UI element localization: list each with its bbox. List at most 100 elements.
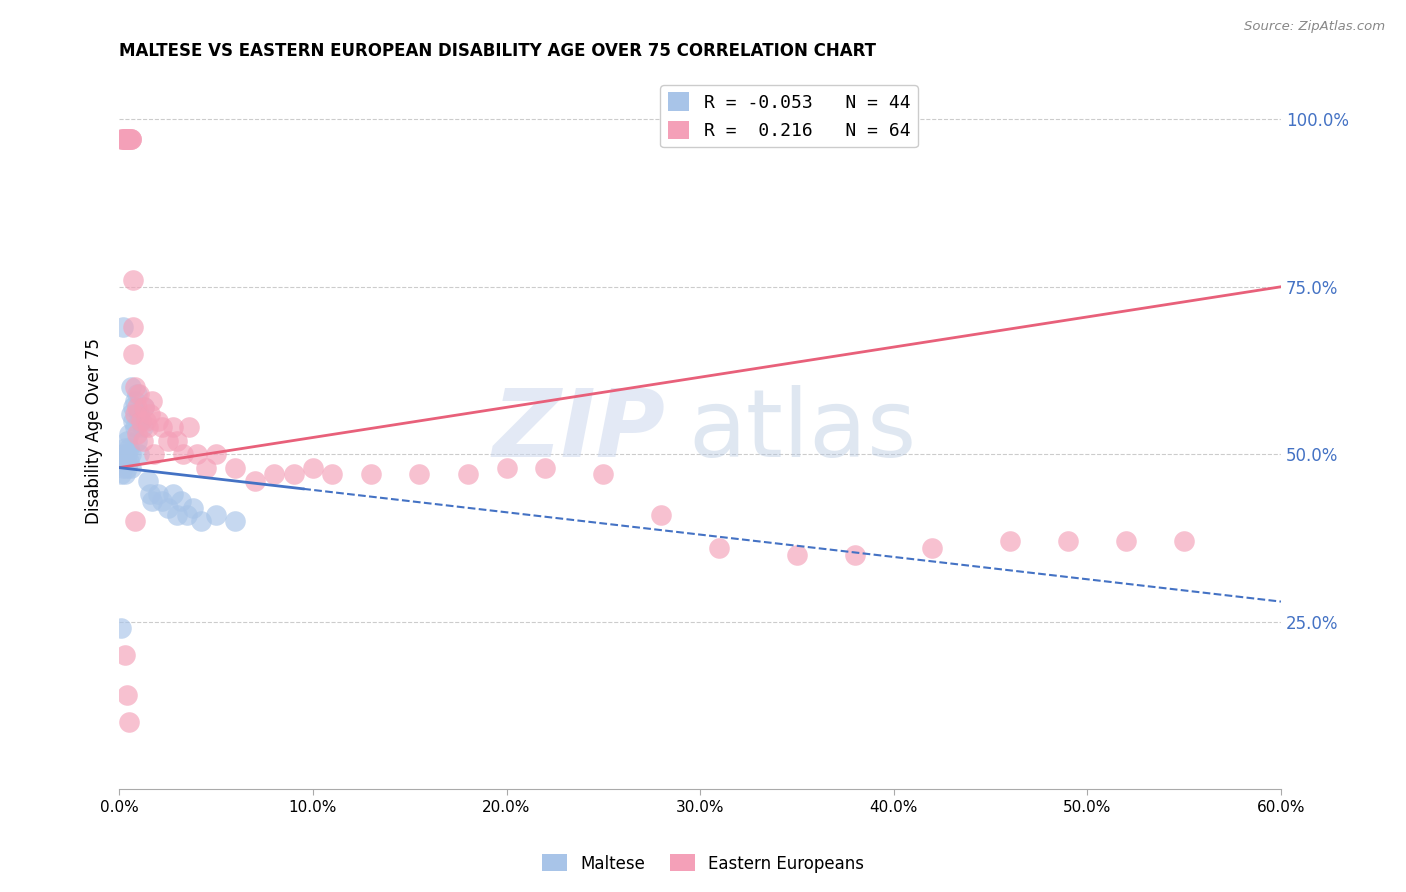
Point	[128, 447, 150, 461]
Point	[118, 715, 141, 730]
Point	[112, 320, 135, 334]
Point	[177, 420, 200, 434]
Point	[115, 132, 138, 146]
Point	[139, 487, 162, 501]
Point	[112, 447, 135, 461]
Point	[121, 401, 143, 415]
Point	[592, 467, 614, 482]
Point	[146, 414, 169, 428]
Point	[205, 508, 228, 522]
Point	[125, 427, 148, 442]
Point	[114, 132, 136, 146]
Point	[128, 407, 150, 421]
Point	[114, 648, 136, 663]
Point	[118, 132, 141, 146]
Point	[224, 460, 246, 475]
Point	[224, 514, 246, 528]
Point	[129, 414, 152, 428]
Point	[998, 534, 1021, 549]
Point	[120, 380, 142, 394]
Point	[124, 380, 146, 394]
Point	[114, 132, 136, 146]
Point	[139, 407, 162, 421]
Point	[120, 132, 142, 146]
Point	[114, 441, 136, 455]
Point	[1057, 534, 1080, 549]
Point	[124, 393, 146, 408]
Text: atlas: atlas	[689, 384, 917, 477]
Point	[115, 434, 138, 448]
Point	[110, 454, 132, 468]
Point	[124, 420, 146, 434]
Point	[162, 487, 184, 501]
Point	[125, 434, 148, 448]
Point	[120, 132, 142, 146]
Point	[121, 320, 143, 334]
Legend: R = -0.053   N = 44, R =  0.216   N = 64: R = -0.053 N = 44, R = 0.216 N = 64	[661, 85, 918, 147]
Point	[156, 434, 179, 448]
Point	[118, 132, 141, 146]
Point	[156, 500, 179, 515]
Point	[112, 460, 135, 475]
Point	[190, 514, 212, 528]
Point	[120, 132, 142, 146]
Point	[360, 467, 382, 482]
Point	[181, 500, 204, 515]
Point	[121, 273, 143, 287]
Point	[114, 132, 136, 146]
Point	[114, 467, 136, 482]
Point	[283, 467, 305, 482]
Point	[243, 474, 266, 488]
Point	[115, 460, 138, 475]
Point	[534, 460, 557, 475]
Point	[131, 434, 153, 448]
Point	[1115, 534, 1137, 549]
Point	[125, 387, 148, 401]
Point	[110, 467, 132, 482]
Point	[176, 508, 198, 522]
Text: ZIP: ZIP	[492, 384, 665, 477]
Point	[146, 487, 169, 501]
Point	[114, 454, 136, 468]
Point	[205, 447, 228, 461]
Point	[408, 467, 430, 482]
Point	[136, 474, 159, 488]
Point	[129, 414, 152, 428]
Point	[136, 420, 159, 434]
Point	[321, 467, 343, 482]
Point	[118, 454, 141, 468]
Point	[120, 460, 142, 475]
Point	[125, 401, 148, 415]
Point	[302, 460, 325, 475]
Point	[786, 548, 808, 562]
Point	[124, 407, 146, 421]
Point	[141, 494, 163, 508]
Text: Source: ZipAtlas.com: Source: ZipAtlas.com	[1244, 20, 1385, 33]
Point	[128, 387, 150, 401]
Point	[162, 420, 184, 434]
Point	[118, 441, 141, 455]
Point	[195, 460, 218, 475]
Legend: Maltese, Eastern Europeans: Maltese, Eastern Europeans	[536, 847, 870, 880]
Point	[457, 467, 479, 482]
Point	[921, 541, 943, 555]
Point	[121, 414, 143, 428]
Point	[124, 514, 146, 528]
Point	[186, 447, 208, 461]
Point	[115, 132, 138, 146]
Point	[172, 447, 194, 461]
Point	[709, 541, 731, 555]
Point	[120, 407, 142, 421]
Point	[170, 494, 193, 508]
Text: MALTESE VS EASTERN EUROPEAN DISABILITY AGE OVER 75 CORRELATION CHART: MALTESE VS EASTERN EUROPEAN DISABILITY A…	[120, 42, 876, 60]
Point	[118, 427, 141, 442]
Point	[134, 401, 156, 415]
Point	[166, 434, 188, 448]
Point	[844, 548, 866, 562]
Point	[120, 447, 142, 461]
Point	[131, 420, 153, 434]
Point	[115, 689, 138, 703]
Point	[110, 621, 132, 635]
Y-axis label: Disability Age Over 75: Disability Age Over 75	[86, 338, 103, 524]
Point	[143, 447, 166, 461]
